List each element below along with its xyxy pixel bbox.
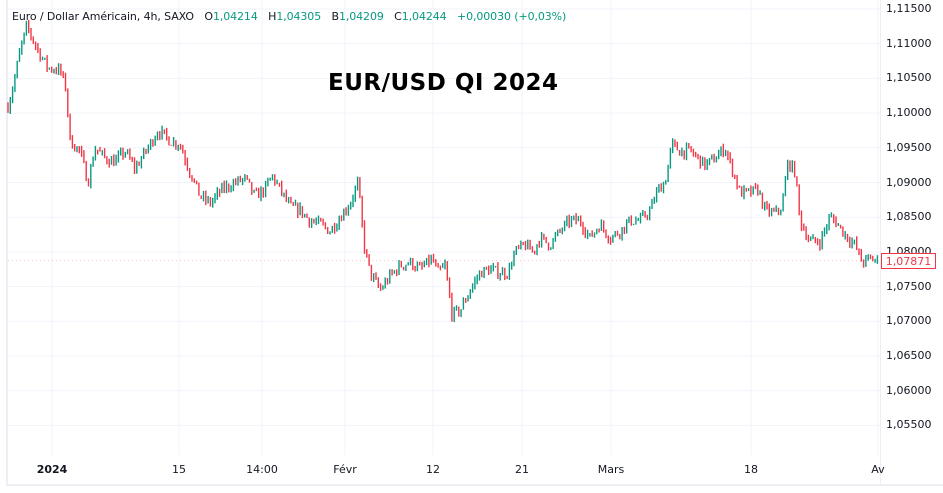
close-label: C bbox=[394, 10, 402, 23]
current-price-tag: 1,07871 bbox=[881, 252, 936, 269]
price-tick-label: 1,11000 bbox=[886, 36, 932, 50]
price-tick-label: 1,06000 bbox=[886, 383, 932, 397]
price-tick-label: 1,09000 bbox=[886, 175, 932, 189]
time-tick-label: 14:00 bbox=[246, 463, 278, 476]
close-value: 1,04244 bbox=[401, 10, 447, 23]
time-tick-label: 21 bbox=[515, 463, 529, 476]
price-tick-label: 1,07500 bbox=[886, 279, 932, 293]
low-value: 1,04209 bbox=[338, 10, 384, 23]
chart-frame bbox=[6, 0, 943, 486]
open-label: O bbox=[204, 10, 213, 23]
change-value: +0,00030 (+0,03%) bbox=[456, 10, 567, 23]
low-label: B bbox=[331, 10, 340, 23]
price-tick-label: 1,11500 bbox=[886, 2, 932, 15]
time-tick-label: Av bbox=[871, 463, 885, 476]
time-tick-label: Mars bbox=[597, 463, 625, 476]
symbol-name[interactable]: Euro / Dollar Américain, 4h, SAXO bbox=[12, 10, 194, 23]
price-tick-label: 1,05500 bbox=[886, 418, 932, 432]
price-tick-label: 1,10500 bbox=[886, 71, 932, 85]
time-tick-label: 15 bbox=[172, 463, 186, 476]
price-tick-label: 1,09500 bbox=[886, 140, 932, 154]
price-tick-label: 1,07000 bbox=[886, 314, 932, 328]
price-tick-label: 1,10000 bbox=[886, 106, 932, 120]
symbol-legend: Euro / Dollar Américain, 4h, SAXO O1,042… bbox=[12, 10, 566, 23]
time-tick-label: 18 bbox=[744, 463, 758, 476]
high-value: 1,04305 bbox=[276, 10, 322, 23]
price-tick-label: 1,08500 bbox=[886, 210, 932, 224]
time-tick-label: 2024 bbox=[36, 463, 68, 476]
time-tick-label: 12 bbox=[426, 463, 440, 476]
high-label: H bbox=[268, 10, 277, 23]
price-tick-label: 1,06500 bbox=[886, 349, 932, 362]
open-value: 1,04214 bbox=[212, 10, 258, 23]
time-tick-label: Févr bbox=[333, 463, 357, 476]
chart-title: EUR/USD QI 2024 bbox=[328, 70, 559, 96]
